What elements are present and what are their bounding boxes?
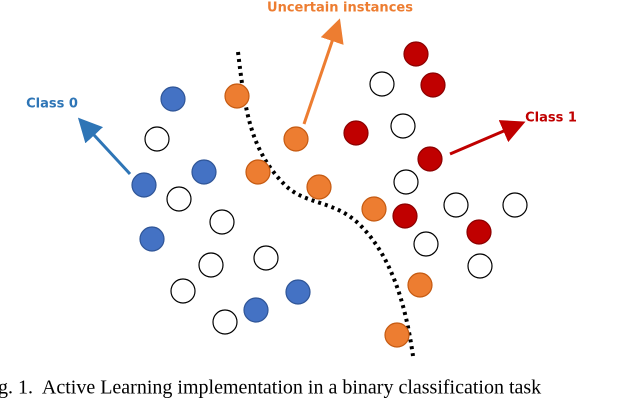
uncertain-point — [361, 196, 387, 222]
class0-point — [243, 297, 269, 323]
class0-point — [285, 279, 311, 305]
unlabeled-point — [166, 186, 192, 212]
unlabeled-point — [253, 245, 279, 271]
arrow-uncertain — [302, 18, 344, 125]
unlabeled-point — [198, 252, 224, 278]
unlabeled-point — [443, 192, 469, 218]
unlabeled-point — [390, 113, 416, 139]
decision-boundary — [236, 51, 415, 357]
label-class1: Class 1 — [525, 111, 577, 126]
unlabeled-point — [369, 71, 395, 97]
class0-point — [131, 172, 157, 198]
unlabeled-point — [209, 209, 235, 235]
points — [131, 41, 528, 348]
uncertain-point — [407, 272, 433, 298]
class0-point — [160, 86, 186, 112]
class1-point — [343, 120, 369, 146]
arrow-class0 — [77, 117, 132, 176]
class1-point — [403, 41, 429, 67]
class0-point — [139, 226, 165, 252]
unlabeled-point — [467, 253, 493, 279]
class0-point — [191, 159, 217, 185]
uncertain-point — [384, 322, 410, 348]
label-class0: Class 0 — [26, 97, 78, 112]
class1-point — [392, 203, 418, 229]
unlabeled-point — [212, 309, 238, 335]
unlabeled-point — [144, 126, 170, 152]
arrow-class1 — [449, 120, 526, 156]
uncertain-point — [283, 126, 309, 152]
uncertain-point — [245, 159, 271, 185]
class1-point — [420, 72, 446, 98]
label-uncertain: Uncertain instances — [267, 1, 413, 16]
caption: g. 1. Active Learning implementation in … — [0, 377, 541, 399]
class1-point — [466, 219, 492, 245]
unlabeled-point — [393, 169, 419, 195]
class1-point — [417, 146, 443, 172]
unlabeled-point — [170, 278, 196, 304]
uncertain-point — [306, 174, 332, 200]
unlabeled-point — [413, 231, 439, 257]
uncertain-point — [224, 83, 250, 109]
unlabeled-point — [502, 192, 528, 218]
